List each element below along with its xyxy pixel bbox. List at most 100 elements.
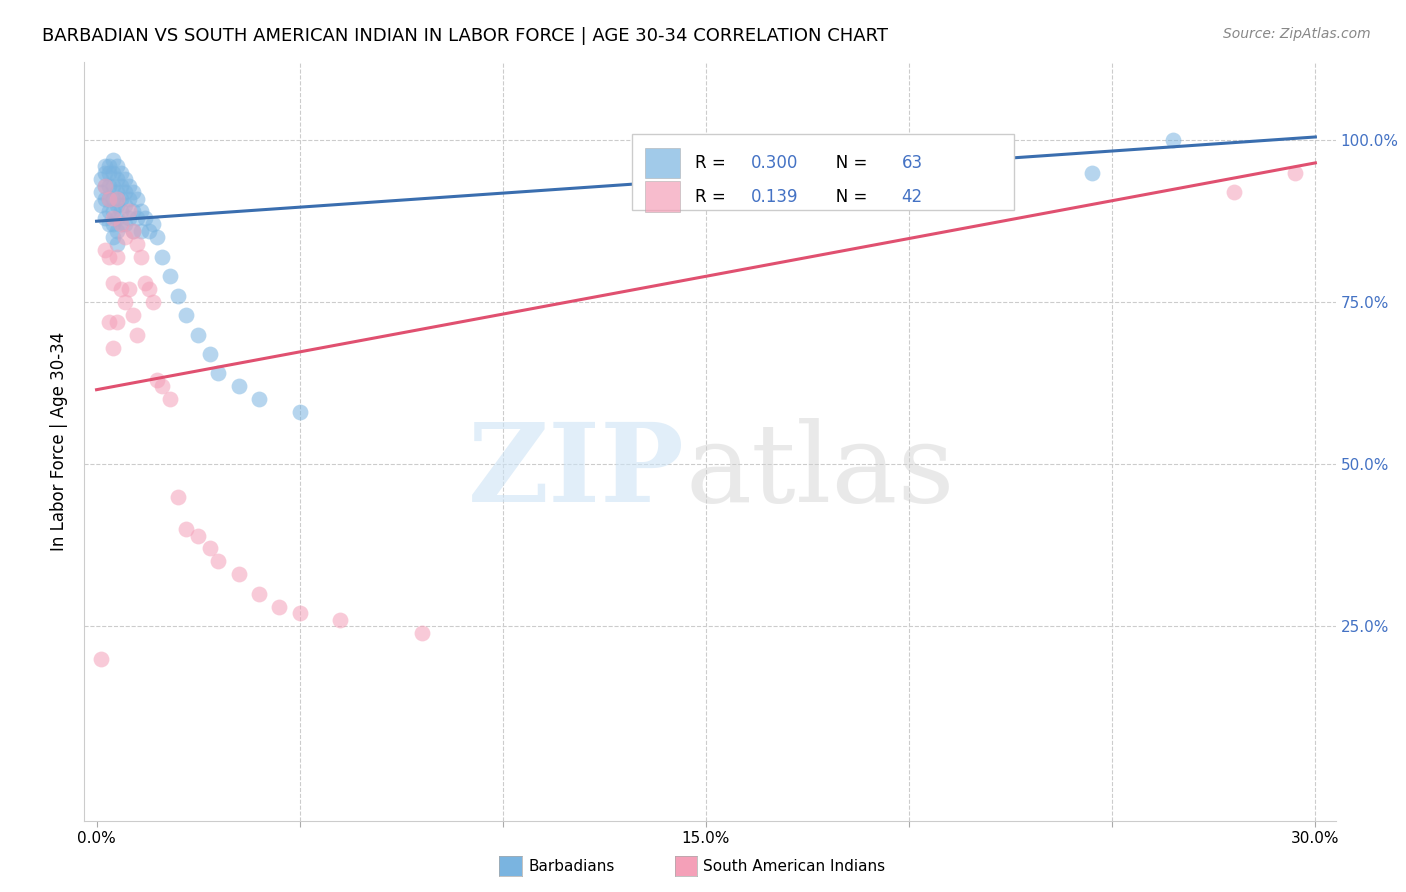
Point [174, 522, 197, 536]
Point [97, 218, 120, 232]
Text: 0.139: 0.139 [751, 187, 799, 206]
Point [105, 315, 128, 329]
Point [228, 379, 250, 393]
Point [114, 185, 136, 199]
Point [93, 211, 115, 225]
Text: 42: 42 [901, 187, 922, 206]
Text: Barbadians: Barbadians [529, 859, 614, 873]
Point [110, 166, 132, 180]
Y-axis label: In Labor Force | Age 30-34: In Labor Force | Age 30-34 [51, 332, 69, 551]
Point [90, 172, 112, 186]
Point [97, 250, 120, 264]
FancyBboxPatch shape [645, 181, 681, 211]
Point [101, 192, 124, 206]
Point [90, 198, 112, 212]
Point [142, 218, 165, 232]
Point [90, 185, 112, 199]
Point [93, 244, 115, 258]
Point [101, 166, 124, 180]
Text: N =: N = [820, 187, 873, 206]
Point [101, 204, 124, 219]
Point [97, 192, 120, 206]
Point [134, 211, 156, 225]
Point [122, 308, 145, 322]
Point [118, 192, 141, 206]
Point [150, 379, 173, 393]
Point [101, 153, 124, 167]
Point [105, 224, 128, 238]
Point [247, 392, 270, 407]
Point [138, 224, 160, 238]
Point [166, 490, 188, 504]
Point [118, 282, 141, 296]
Point [134, 276, 156, 290]
Point [207, 367, 229, 381]
Text: 0.300: 0.300 [751, 154, 799, 172]
Point [127, 211, 149, 225]
Point [411, 625, 433, 640]
Text: R =: R = [695, 154, 731, 172]
Point [114, 172, 136, 186]
Text: 63: 63 [901, 154, 922, 172]
Point [118, 204, 141, 219]
Point [110, 204, 132, 219]
Text: Source: ZipAtlas.com: Source: ZipAtlas.com [1223, 27, 1371, 41]
Point [101, 211, 124, 225]
Point [105, 192, 128, 206]
Point [146, 373, 169, 387]
Point [150, 250, 173, 264]
Point [200, 347, 222, 361]
Text: R =: R = [695, 187, 737, 206]
Point [105, 211, 128, 225]
Point [159, 392, 181, 407]
Point [105, 172, 128, 186]
Point [105, 185, 128, 199]
Point [228, 567, 250, 582]
Point [93, 166, 115, 180]
Point [129, 250, 152, 264]
Point [93, 159, 115, 173]
Text: South American Indians: South American Indians [703, 859, 886, 873]
Point [1223, 185, 1246, 199]
Text: atlas: atlas [685, 418, 955, 525]
Point [101, 230, 124, 244]
Point [187, 528, 209, 542]
Point [101, 341, 124, 355]
Point [127, 192, 149, 206]
Point [159, 269, 181, 284]
Point [1161, 133, 1184, 147]
Text: ZIP: ZIP [468, 418, 685, 525]
FancyBboxPatch shape [633, 135, 1014, 211]
Point [127, 327, 149, 342]
Point [127, 236, 149, 251]
Text: BARBADIAN VS SOUTH AMERICAN INDIAN IN LABOR FORCE | AGE 30-34 CORRELATION CHART: BARBADIAN VS SOUTH AMERICAN INDIAN IN LA… [42, 27, 889, 45]
Point [146, 230, 169, 244]
Point [105, 250, 128, 264]
Point [114, 218, 136, 232]
Point [122, 204, 145, 219]
Point [269, 599, 291, 614]
Point [97, 204, 120, 219]
Point [122, 224, 145, 238]
Point [129, 224, 152, 238]
Point [174, 308, 197, 322]
Point [110, 218, 132, 232]
Point [97, 159, 120, 173]
Point [207, 554, 229, 568]
Point [114, 295, 136, 310]
FancyBboxPatch shape [645, 148, 681, 178]
Point [118, 178, 141, 193]
Point [187, 327, 209, 342]
Point [200, 541, 222, 556]
Point [101, 276, 124, 290]
Point [110, 178, 132, 193]
Point [122, 224, 145, 238]
Point [138, 282, 160, 296]
Point [97, 178, 120, 193]
Point [110, 282, 132, 296]
Point [1284, 166, 1306, 180]
Text: N =: N = [820, 154, 873, 172]
Point [122, 185, 145, 199]
Point [93, 178, 115, 193]
Point [114, 198, 136, 212]
